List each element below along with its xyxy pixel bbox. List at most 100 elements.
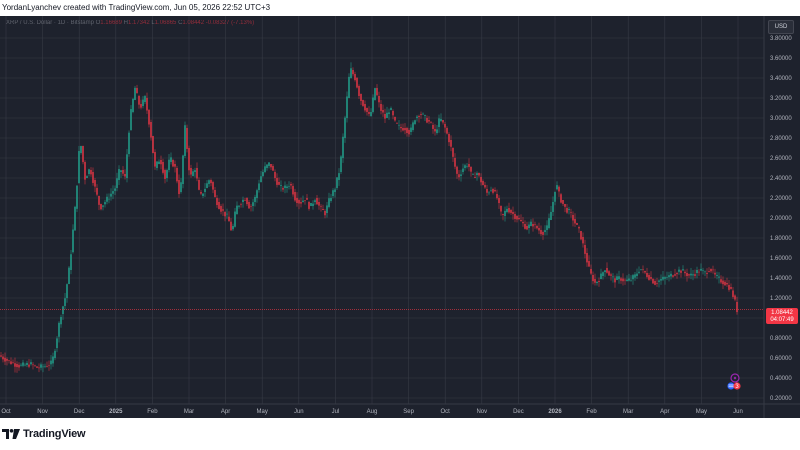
candle-body [368, 112, 370, 114]
candle-body [346, 96, 348, 118]
candle-body [312, 203, 314, 206]
candle-body [22, 362, 24, 366]
candle-body [112, 191, 114, 194]
candle-body [190, 168, 192, 175]
candle-body [486, 189, 488, 193]
candle-body [630, 279, 632, 281]
price-axis-labels: 0.200000.400000.600000.800001.000001.200… [770, 36, 792, 402]
candle-body [484, 185, 486, 188]
candle-body [632, 275, 634, 280]
candle-body [338, 173, 340, 180]
candle-body [266, 164, 268, 168]
candle-body [182, 155, 184, 184]
candle-body [542, 232, 544, 235]
tradingview-logo[interactable]: TradingView [2, 427, 86, 441]
candle-series [0, 62, 738, 373]
candle-body [698, 271, 700, 273]
candle-body [12, 362, 14, 363]
candle-body [322, 209, 324, 211]
candle-body [568, 209, 570, 210]
header-bar: YordanLyanchev created with TradingView.… [0, 0, 800, 16]
candle-body [546, 225, 548, 230]
candle-body [100, 204, 102, 210]
candle-body [454, 158, 456, 167]
candle-body [734, 295, 736, 300]
events-badges[interactable]: 3 [726, 372, 742, 392]
candle-body [202, 193, 204, 196]
candle-body [600, 273, 602, 279]
candle-body [204, 188, 206, 192]
candle-body [522, 222, 524, 224]
candle-body [184, 125, 186, 156]
candle-body [232, 225, 234, 230]
candle-body [252, 202, 254, 206]
price-chart[interactable]: 0.200000.400000.600000.800001.000001.200… [0, 16, 800, 418]
economic-event-icon[interactable]: 3 [727, 382, 741, 390]
candle-body [646, 273, 648, 277]
candle-body [636, 273, 638, 276]
candle-body [284, 185, 286, 188]
bar-countdown: 04:07:49 [770, 317, 794, 323]
candle-body [478, 173, 480, 176]
candle-body [224, 211, 226, 217]
candle-body [46, 366, 48, 367]
candle-body [160, 160, 162, 165]
candle-body [658, 280, 660, 282]
candle-body [154, 152, 156, 167]
high-label: H [123, 20, 128, 26]
time-tick-label: Jun [733, 409, 743, 415]
candle-body [238, 205, 240, 207]
time-tick-label: Oct [1, 409, 11, 415]
candle-body [466, 165, 468, 167]
candle-body [262, 172, 264, 176]
candle-body [492, 189, 494, 193]
candle-body [78, 151, 80, 183]
crypto-event-icon[interactable] [730, 373, 740, 383]
time-tick-label: May [696, 409, 707, 415]
candle-body [618, 276, 620, 280]
candle-body [388, 112, 390, 114]
time-tick-label: Jul [332, 409, 340, 415]
candle-body [524, 224, 526, 229]
candle-body [472, 174, 474, 175]
candle-body [584, 245, 586, 254]
candle-body [662, 276, 664, 280]
candle-body [712, 269, 714, 271]
candle-body [682, 269, 684, 271]
candle-body [122, 170, 124, 174]
price-tick-label: 2.60000 [770, 156, 792, 162]
candle-body [98, 196, 100, 205]
candle-body [156, 161, 158, 168]
candle-body [530, 221, 532, 226]
candle-body [616, 276, 618, 280]
candle-body [236, 205, 238, 215]
candle-body [386, 112, 388, 118]
candle-body [140, 104, 142, 108]
candle-body [332, 190, 334, 196]
candle-body [696, 270, 698, 273]
candle-body [480, 177, 482, 183]
candle-body [162, 162, 164, 173]
candle-body [578, 227, 580, 229]
candle-body [556, 185, 558, 190]
candle-body [16, 364, 18, 368]
price-tick-label: 3.40000 [770, 76, 792, 82]
candle-body [340, 156, 342, 172]
candle-body [434, 129, 436, 132]
candle-body [264, 166, 266, 172]
candle-body [406, 128, 408, 133]
candle-body [260, 176, 262, 182]
candle-body [306, 198, 308, 200]
candle-body [508, 208, 510, 213]
candle-body [728, 285, 730, 290]
candle-body [430, 122, 432, 123]
candle-body [536, 226, 538, 229]
candle-body [540, 230, 542, 235]
chart-area[interactable]: 0.200000.400000.600000.800001.000001.200… [0, 16, 800, 418]
candle-body [562, 200, 564, 204]
candle-body [504, 210, 506, 216]
candle-body [318, 202, 320, 206]
candle-body [664, 277, 666, 279]
candle-body [414, 120, 416, 124]
currency-button[interactable]: USD [768, 20, 794, 34]
